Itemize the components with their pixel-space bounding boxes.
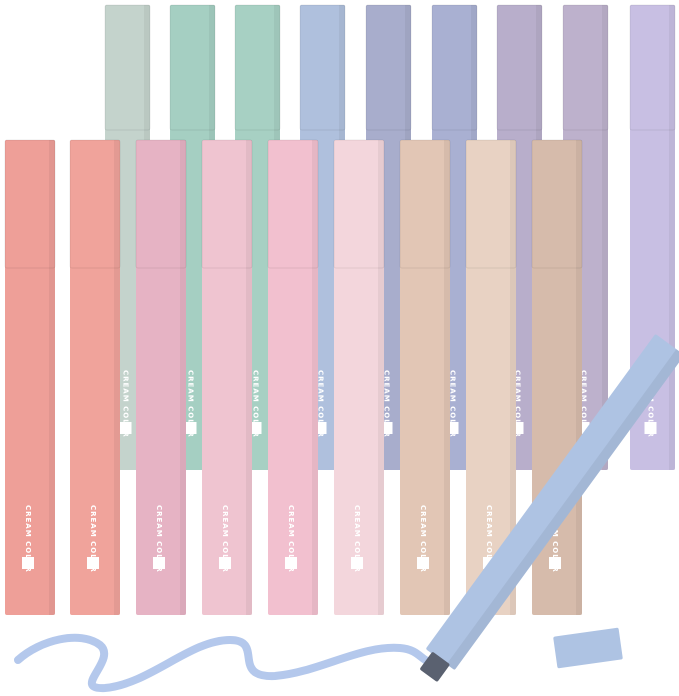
highlighter-cap (169, 4, 216, 131)
highlighter: CREAM COLOR (333, 139, 385, 615)
highlighter-cap (531, 139, 583, 269)
cap-body (553, 627, 623, 669)
highlighter-cap (267, 139, 319, 269)
brand-logo-text: CREAM COLOR (287, 505, 295, 573)
brand-logo-text: CREAM COLOR (551, 505, 559, 573)
brand-logo: CREAM COLOR (87, 505, 99, 573)
brand-logo-square (285, 557, 297, 569)
brand-logo: CREAM COLOR (22, 505, 34, 573)
brand-logo: CREAM COLOR (219, 505, 231, 573)
brand-logo-text: CREAM COLOR (449, 370, 457, 438)
highlighter-cap (135, 139, 187, 269)
highlighter-cap (299, 4, 346, 131)
highlighter-cap (496, 4, 543, 131)
brand-logo-square (87, 557, 99, 569)
brand-logo-square (153, 557, 165, 569)
brand-logo-text: CREAM COLOR (122, 370, 130, 438)
highlighter-cap (4, 139, 56, 269)
brand-logo-square (417, 557, 429, 569)
brand-logo-text: CREAM COLOR (221, 505, 229, 573)
highlighter-cap (562, 4, 609, 131)
brand-logo-text: CREAM COLOR (252, 370, 260, 438)
brand-logo-square (249, 422, 262, 434)
front-row-markers: CREAM COLOR CREAM COLOR CREAM COLOR CREAM C… (4, 139, 583, 615)
brand-logo-text: CREAM COLOR (187, 370, 195, 438)
barrel-shading (602, 5, 608, 470)
barrel-shading (312, 140, 318, 615)
brand-logo-square (644, 422, 657, 434)
highlighter-cap (104, 4, 151, 131)
highlighter-cap (365, 4, 412, 131)
highlighter-cap (399, 139, 451, 269)
brand-logo-text: CREAM COLOR (383, 370, 391, 438)
brand-logo-square (549, 557, 561, 569)
brand-logo-text: CREAM COLOR (24, 505, 32, 573)
brand-logo: CREAM COLOR (184, 370, 197, 438)
brand-logo-square (184, 422, 197, 434)
highlighter-cap (69, 139, 121, 269)
highlighter: CREAM COLOR (267, 139, 319, 615)
brand-logo: CREAM COLOR (119, 370, 132, 438)
open-marker-barrel (426, 334, 679, 670)
brand-logo-square (351, 557, 363, 569)
brand-logo: CREAM COLOR (417, 505, 429, 573)
ink-squiggle (14, 633, 449, 693)
marker-cap (553, 627, 623, 669)
highlighter: CREAM COLOR (465, 139, 517, 615)
brand-logo: CREAM COLOR (351, 505, 363, 573)
barrel-shading (246, 140, 252, 615)
brand-logo-text: CREAM COLOR (353, 505, 361, 573)
highlighter: CREAM COLOR (135, 139, 187, 615)
brand-logo-text: CREAM COLOR (155, 505, 163, 573)
highlighter-cap (431, 4, 478, 131)
barrel-shading (180, 140, 186, 615)
highlighter-cap (333, 139, 385, 269)
brand-logo-text: CREAM COLOR (317, 370, 325, 438)
brand-logo-square (119, 422, 132, 434)
open-marker-shading (446, 349, 679, 671)
brand-logo-text: CREAM COLOR (419, 505, 427, 573)
barrel-shading (378, 140, 384, 615)
barrel-shading (49, 140, 55, 615)
brand-logo: CREAM COLOR (249, 370, 262, 438)
brand-logo-square (219, 557, 231, 569)
highlighter: CREAM COLOR (201, 139, 253, 615)
brand-logo-text: CREAM COLOR (580, 370, 588, 438)
highlighter-cap (234, 4, 281, 131)
barrel-shading (576, 140, 582, 615)
brand-logo: CREAM COLOR (644, 370, 657, 438)
brand-logo-text: CREAM COLOR (485, 505, 493, 573)
brand-logo-square (22, 557, 34, 569)
highlighter-cap (201, 139, 253, 269)
highlighter-cap (465, 139, 517, 269)
highlighter: CREAM COLOR (4, 139, 56, 615)
brand-logo-text: CREAM COLOR (89, 505, 97, 573)
brand-logo-text: CREAM COLOR (514, 370, 522, 438)
barrel-shading (444, 140, 450, 615)
brand-logo-text: CREAM COLOR (647, 370, 655, 438)
open-highlighter (420, 334, 679, 682)
barrel-shading (669, 5, 675, 470)
barrel-shading (510, 140, 516, 615)
chisel-tip (420, 652, 450, 682)
back-row-markers: CREAM COLOR CREAM COLOR CREAM COLOR CREAM C… (104, 4, 676, 470)
brand-logo: CREAM COLOR (285, 505, 297, 573)
brand-logo: CREAM COLOR (153, 505, 165, 573)
barrel-shading (114, 140, 120, 615)
highlighter-cap (629, 4, 676, 131)
highlighter: CREAM COLOR (399, 139, 451, 615)
brand-logo: CREAM COLOR (549, 505, 561, 573)
highlighter: CREAM COLOR (69, 139, 121, 615)
